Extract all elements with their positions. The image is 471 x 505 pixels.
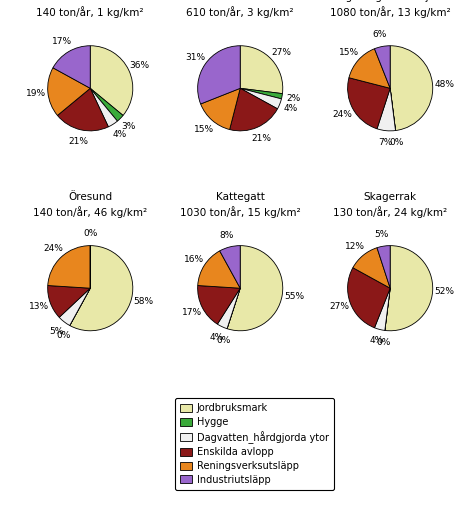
Text: 4%: 4% <box>112 130 127 139</box>
Wedge shape <box>90 46 133 116</box>
Text: 0%: 0% <box>390 138 404 147</box>
Wedge shape <box>348 78 390 129</box>
Title: Skagerrak
130 ton/år, 24 kg/km²: Skagerrak 130 ton/år, 24 kg/km² <box>333 191 447 218</box>
Wedge shape <box>377 88 396 131</box>
Wedge shape <box>198 285 240 324</box>
Wedge shape <box>385 288 390 330</box>
Text: 19%: 19% <box>26 89 46 98</box>
Text: 7%: 7% <box>378 138 392 147</box>
Wedge shape <box>348 268 390 328</box>
Wedge shape <box>353 248 390 288</box>
Text: 55%: 55% <box>284 292 304 301</box>
Wedge shape <box>219 245 240 288</box>
Text: 4%: 4% <box>210 333 224 342</box>
Text: 5%: 5% <box>374 230 389 239</box>
Title: Bottenhavet
610 ton/år, 3 kg/km²: Bottenhavet 610 ton/år, 3 kg/km² <box>187 0 294 18</box>
Text: 17%: 17% <box>182 309 202 318</box>
Wedge shape <box>385 245 433 331</box>
Text: 0%: 0% <box>216 335 231 344</box>
Text: 31%: 31% <box>185 53 205 62</box>
Wedge shape <box>390 88 396 130</box>
Wedge shape <box>390 46 433 130</box>
Text: 21%: 21% <box>252 134 272 143</box>
Text: 0%: 0% <box>376 338 390 347</box>
Wedge shape <box>48 285 90 317</box>
Text: 3%: 3% <box>122 122 136 131</box>
Title: Egentliga Östersjön
1080 ton/år, 13 kg/km²: Egentliga Östersjön 1080 ton/år, 13 kg/k… <box>330 0 450 18</box>
Text: 12%: 12% <box>345 242 365 250</box>
Text: 13%: 13% <box>29 302 49 311</box>
Wedge shape <box>198 46 240 104</box>
Wedge shape <box>70 245 133 331</box>
Legend: Jordbruksmark, Hygge, Dagvatten_hårdgjorda ytor, Enskilda avlopp, Reningsverksut: Jordbruksmark, Hygge, Dagvatten_hårdgjor… <box>175 398 334 490</box>
Text: 16%: 16% <box>184 255 204 264</box>
Wedge shape <box>218 288 240 329</box>
Wedge shape <box>230 88 277 131</box>
Title: Kattegatt
1030 ton/år, 15 kg/km²: Kattegatt 1030 ton/år, 15 kg/km² <box>180 191 300 218</box>
Wedge shape <box>59 288 90 326</box>
Wedge shape <box>374 288 390 330</box>
Wedge shape <box>240 88 282 109</box>
Wedge shape <box>377 245 390 288</box>
Wedge shape <box>374 46 390 88</box>
Text: 0%: 0% <box>57 331 71 340</box>
Wedge shape <box>240 46 283 93</box>
Wedge shape <box>70 288 90 326</box>
Text: 58%: 58% <box>133 297 153 306</box>
Text: 48%: 48% <box>435 80 455 89</box>
Wedge shape <box>48 245 90 288</box>
Wedge shape <box>90 88 117 127</box>
Text: 17%: 17% <box>52 37 73 46</box>
Wedge shape <box>57 88 108 131</box>
Text: 15%: 15% <box>339 48 359 57</box>
Text: 8%: 8% <box>219 231 234 240</box>
Title: Öresund
140 ton/år, 46 kg/km²: Öresund 140 ton/år, 46 kg/km² <box>33 191 147 218</box>
Text: 27%: 27% <box>329 302 349 311</box>
Text: 6%: 6% <box>373 30 387 39</box>
Text: 4%: 4% <box>284 104 298 113</box>
Text: 0%: 0% <box>83 229 97 238</box>
Wedge shape <box>48 68 90 116</box>
Text: 4%: 4% <box>369 336 384 345</box>
Title: Bottenviken
140 ton/år, 1 kg/km²: Bottenviken 140 ton/år, 1 kg/km² <box>36 0 144 18</box>
Text: 27%: 27% <box>271 48 291 57</box>
Text: 24%: 24% <box>43 244 63 253</box>
Text: 52%: 52% <box>435 287 455 296</box>
Wedge shape <box>349 48 390 88</box>
Wedge shape <box>53 46 90 88</box>
Wedge shape <box>227 288 240 329</box>
Wedge shape <box>227 245 283 331</box>
Wedge shape <box>90 88 123 121</box>
Text: 2%: 2% <box>287 94 301 103</box>
Text: 5%: 5% <box>49 327 64 336</box>
Text: 24%: 24% <box>333 110 352 119</box>
Text: 21%: 21% <box>68 137 89 146</box>
Wedge shape <box>240 88 283 99</box>
Wedge shape <box>198 251 240 288</box>
Text: 36%: 36% <box>130 61 150 70</box>
Wedge shape <box>201 88 240 130</box>
Text: 15%: 15% <box>194 125 214 134</box>
